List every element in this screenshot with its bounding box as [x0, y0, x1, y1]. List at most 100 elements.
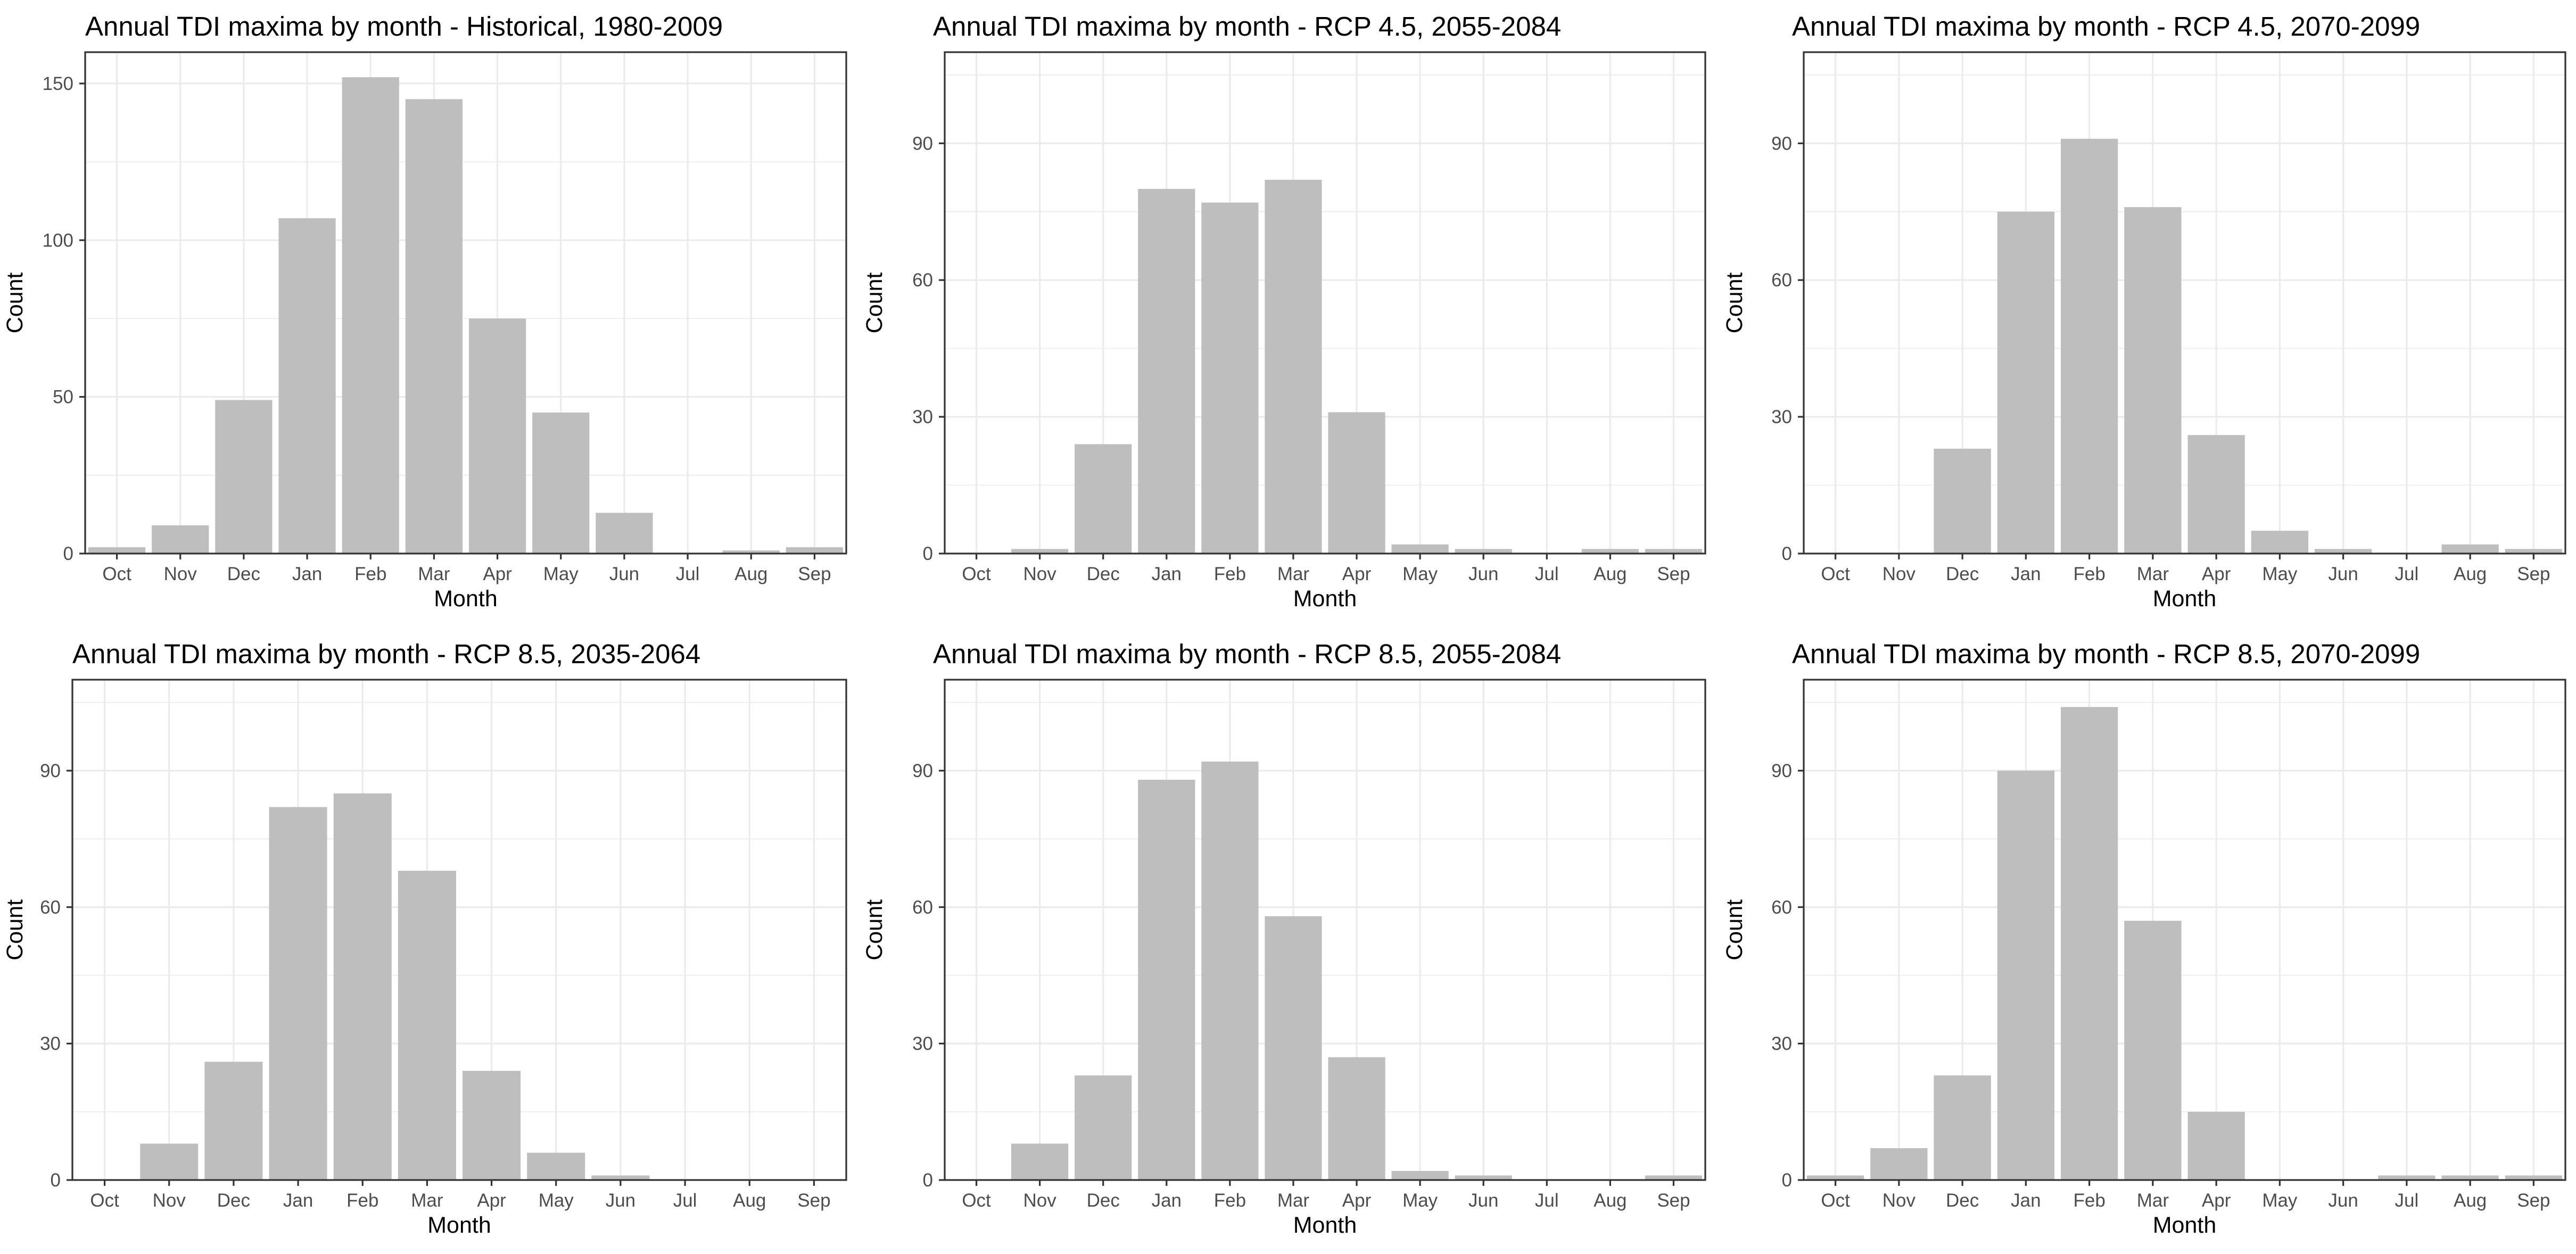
y-tick-label: 50 — [53, 387, 73, 408]
bar-may — [2251, 531, 2309, 554]
bar-dec — [204, 1061, 263, 1180]
x-tick-label: Mar — [2137, 564, 2169, 584]
bar-feb — [1201, 761, 1259, 1180]
x-axis-title: Month — [1293, 1212, 1357, 1238]
x-tick-label: Dec — [1946, 1190, 1979, 1211]
bar-mar — [2124, 207, 2182, 554]
x-tick-label: Feb — [346, 1190, 378, 1211]
bar-feb — [342, 77, 399, 554]
x-tick-label: Nov — [153, 1190, 186, 1211]
bar-mar — [1265, 916, 1322, 1180]
x-tick-label: Jul — [676, 564, 700, 584]
x-tick-label: Mar — [411, 1190, 443, 1211]
bar-sep — [1645, 1175, 1703, 1180]
bar-jan — [278, 218, 336, 554]
x-tick-label: Dec — [217, 1190, 250, 1211]
x-tick-label: Feb — [1214, 1190, 1246, 1211]
bar-aug — [2441, 544, 2499, 554]
bar-mar — [405, 99, 463, 554]
bar-sep — [2505, 549, 2563, 554]
panel-background — [72, 680, 846, 1180]
bar-nov — [1870, 1148, 1928, 1180]
x-tick-label: Dec — [1946, 564, 1979, 584]
x-tick-label: Apr — [2202, 1190, 2231, 1211]
panel-background — [85, 52, 846, 554]
y-tick-label: 0 — [923, 1170, 933, 1191]
x-tick-label: Sep — [798, 564, 831, 584]
panel-border — [1803, 51, 2566, 555]
bar-aug — [2441, 1175, 2499, 1180]
bar-feb — [333, 793, 392, 1180]
y-tick-label: 150 — [43, 73, 73, 94]
bar-dec — [1075, 1075, 1132, 1180]
x-tick-label: Feb — [2073, 564, 2105, 584]
bar-jun — [1455, 1175, 1512, 1180]
panel-border — [84, 51, 847, 555]
bar-may — [1391, 1170, 1449, 1180]
x-tick-label: Apr — [1342, 1190, 1372, 1211]
x-tick-label: Jul — [2395, 1190, 2419, 1211]
panel-title: Annual TDI maxima by month - RCP 4.5, 20… — [1792, 11, 2420, 42]
bar-aug — [1581, 549, 1639, 554]
x-tick-label: May — [543, 564, 579, 584]
bar-dec — [1934, 1075, 1991, 1180]
x-tick-label: Jun — [606, 1190, 635, 1211]
y-tick-label: 30 — [912, 407, 933, 427]
bar-nov — [1011, 1143, 1069, 1180]
bar-apr — [2187, 1111, 2245, 1180]
y-tick-label: 30 — [1771, 1034, 1792, 1054]
y-tick-label: 0 — [51, 1170, 61, 1191]
x-tick-label: Oct — [1821, 564, 1850, 584]
x-tick-label: Jun — [2328, 564, 2358, 584]
bar-jun — [591, 1175, 650, 1180]
panel-title: Annual TDI maxima by month - RCP 8.5, 20… — [933, 639, 1561, 669]
bar-nov — [140, 1143, 199, 1180]
bar-dec — [1075, 444, 1132, 554]
y-tick-label: 90 — [1771, 133, 1792, 154]
bar-jan — [1997, 770, 2055, 1180]
bar-jun — [1455, 549, 1512, 554]
y-axis-title: Count — [862, 273, 887, 334]
bar-sep — [1645, 549, 1703, 554]
x-tick-label: Mar — [418, 564, 450, 584]
bar-jan — [1997, 211, 2055, 554]
bar-nov — [152, 525, 209, 554]
x-tick-label: Jan — [283, 1190, 313, 1211]
x-tick-label: Apr — [1342, 564, 1372, 584]
x-tick-label: Apr — [483, 564, 512, 584]
x-axis-title: Month — [434, 586, 498, 612]
x-tick-label: Oct — [1821, 1190, 1850, 1211]
x-tick-label: Jun — [2328, 1190, 2358, 1211]
panel-background — [945, 52, 1705, 554]
bar-may — [527, 1152, 585, 1180]
bar-oct — [88, 547, 146, 554]
y-axis-title: Count — [862, 900, 887, 961]
x-tick-label: May — [2262, 1190, 2298, 1211]
bar-feb — [2060, 707, 2118, 1180]
bar-feb — [1201, 202, 1259, 554]
x-tick-label: Jan — [292, 564, 322, 584]
y-tick-label: 0 — [1782, 543, 1792, 564]
x-tick-label: Dec — [1087, 564, 1120, 584]
bar-sep — [786, 547, 844, 554]
panel-border — [1803, 679, 2566, 1181]
x-tick-label: Mar — [1277, 1190, 1310, 1211]
x-tick-label: Aug — [2454, 1190, 2487, 1211]
bar-mar — [2124, 920, 2182, 1180]
y-tick-label: 90 — [40, 761, 61, 781]
bar-nov — [1011, 549, 1069, 554]
x-tick-label: Aug — [2454, 564, 2487, 584]
x-tick-label: Feb — [354, 564, 386, 584]
x-tick-label: Jun — [1468, 1190, 1498, 1211]
x-tick-label: Aug — [1594, 564, 1626, 584]
panel-title: Annual TDI maxima by month - RCP 8.5, 20… — [1792, 639, 2420, 669]
x-tick-label: Sep — [797, 1190, 830, 1211]
x-tick-label: Dec — [1087, 1190, 1120, 1211]
x-tick-label: Jul — [2395, 564, 2419, 584]
x-tick-label: Jul — [1535, 1190, 1559, 1211]
panel-title: Annual TDI maxima by month - RCP 4.5, 20… — [933, 11, 1561, 42]
x-tick-label: Jan — [2011, 1190, 2041, 1211]
x-tick-label: Aug — [734, 564, 767, 584]
bar-sep — [2505, 1175, 2563, 1180]
